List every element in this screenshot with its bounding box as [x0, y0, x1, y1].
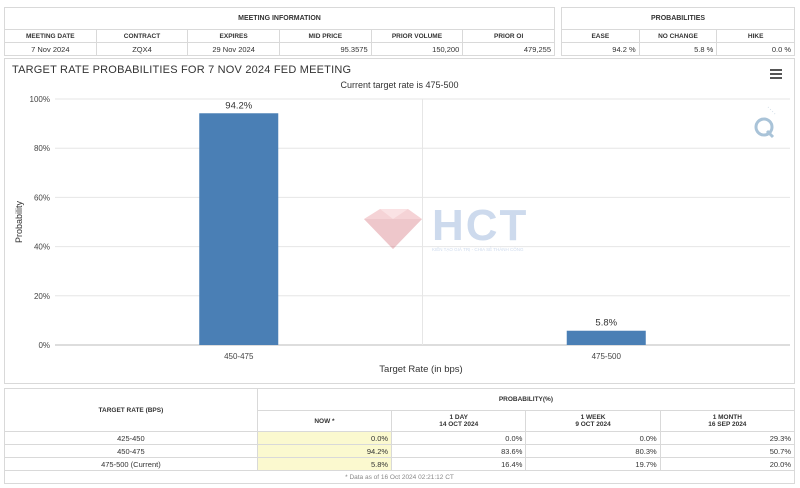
- chart-title: TARGET RATE PROBABILITIES FOR 7 NOV 2024…: [12, 64, 352, 76]
- table-row: 425-450 0.0% 0.0% 0.0% 29.3%: [4, 431, 796, 445]
- x-tick-label: 450-475: [224, 352, 254, 361]
- one-month-cell: 50.7%: [659, 444, 796, 458]
- now-cell: 0.0%: [256, 431, 393, 445]
- one-day-cell: 83.6%: [391, 444, 527, 458]
- mid-price-value: 95.3575: [278, 42, 372, 56]
- y-tick-label: 80%: [34, 144, 50, 153]
- q-logo-icon: [754, 106, 777, 139]
- bar-475-500[interactable]: [566, 330, 646, 345]
- header-contract: CONTRACT: [95, 29, 189, 43]
- probabilities-panel: PROBABILITIES EASE NO CHANGE HIKE 94.2 %…: [561, 7, 795, 56]
- no-change-value: 5.8 %: [638, 42, 718, 56]
- prior-volume-value: 150,200: [370, 42, 464, 56]
- hct-watermark: HCT KIẾN TẠO GIÁ TRỊ - CHIA SẺ THÀNH CÔN…: [360, 201, 540, 259]
- x-axis-label: Target Rate (in bps): [379, 364, 462, 375]
- chart-panel: 0% 20% 40% 60% 80% 100% 94.2% 450-475 5.8% 475-50…: [4, 58, 795, 384]
- rate-cell: 450-475: [4, 444, 258, 458]
- header-hike: HIKE: [716, 29, 795, 43]
- ease-value: 94.2 %: [561, 42, 640, 56]
- expires-value: 29 Nov 2024: [187, 42, 280, 56]
- data-label: 5.8%: [595, 318, 617, 329]
- chart-subtitle: Current target rate is 475-500: [340, 80, 459, 90]
- header-prior-volume: PRIOR VOLUME: [370, 29, 464, 43]
- header-ease: EASE: [561, 29, 640, 43]
- one-day-cell: 0.0%: [391, 431, 527, 445]
- contract-value: ZQX4: [95, 42, 189, 56]
- watermark-tagline: KIẾN TẠO GIÁ TRỊ - CHIA SẺ THÀNH CÔNG: [432, 247, 524, 252]
- y-tick-label: 0%: [38, 341, 50, 350]
- one-month-cell: 29.3%: [659, 431, 796, 445]
- table-row: 450-475 94.2% 83.6% 80.3% 50.7%: [4, 444, 796, 458]
- header-1-week: 1 WEEK 9 OCT 2024: [525, 410, 661, 432]
- one-week-cell: 0.0%: [525, 431, 661, 445]
- data-label: 94.2%: [225, 100, 252, 111]
- rate-cell: 475-500 (Current): [4, 457, 258, 471]
- table-row: 475-500 (Current) 5.8% 16.4% 19.7% 20.0%: [4, 457, 796, 471]
- now-cell: 94.2%: [256, 444, 393, 458]
- rate-cell: 425-450: [4, 431, 258, 445]
- hike-value: 0.0 %: [716, 42, 795, 56]
- probabilities-title: PROBABILITIES: [561, 7, 795, 30]
- target-rate-table-panel: TARGET RATE (BPS) PROBABILITY(%) NOW * 1…: [4, 388, 796, 484]
- header-expires: EXPIRES: [187, 29, 280, 43]
- header-probability-group: PROBABILITY(%): [256, 388, 796, 411]
- y-axis-label: Probability: [14, 200, 24, 243]
- hct-logo-icon: [364, 209, 422, 249]
- header-meeting-date: MEETING DATE: [4, 29, 97, 43]
- y-tick-label: 20%: [34, 292, 50, 301]
- bar-chart: 0% 20% 40% 60% 80% 100% 94.2% 450-475 5.8% 475-50…: [14, 95, 790, 375]
- one-week-cell: 80.3%: [525, 444, 661, 458]
- y-tick-label: 100%: [30, 95, 50, 104]
- one-day-cell: 16.4%: [391, 457, 527, 471]
- y-tick-label: 60%: [34, 193, 50, 202]
- meeting-information-panel: MEETING INFORMATION MEETING DATE CONTRAC…: [4, 7, 555, 56]
- one-week-cell: 19.7%: [525, 457, 661, 471]
- meeting-date-value: 7 Nov 2024: [4, 42, 97, 56]
- meeting-information-title: MEETING INFORMATION: [4, 7, 555, 30]
- header-1-month: 1 MONTH 16 SEP 2024: [659, 410, 796, 432]
- header-mid-price: MID PRICE: [278, 29, 372, 43]
- header-now: NOW *: [256, 410, 393, 432]
- header-target-rate: TARGET RATE (BPS): [4, 388, 258, 432]
- x-tick-label: 475-500: [592, 352, 622, 361]
- bar-450-475[interactable]: [199, 113, 279, 345]
- watermark-text: HCT: [432, 201, 529, 250]
- data-timestamp-footnote: * Data as of 16 Oct 2024 02:21:12 CT: [4, 471, 795, 484]
- y-tick-label: 40%: [34, 243, 50, 252]
- hamburger-menu-icon[interactable]: [770, 69, 782, 79]
- now-cell: 5.8%: [256, 457, 393, 471]
- header-prior-oi: PRIOR OI: [462, 29, 555, 43]
- prior-oi-value: 479,255: [462, 42, 555, 56]
- header-1-day: 1 DAY 14 OCT 2024: [391, 410, 527, 432]
- header-no-change: NO CHANGE: [638, 29, 718, 43]
- one-month-cell: 20.0%: [659, 457, 796, 471]
